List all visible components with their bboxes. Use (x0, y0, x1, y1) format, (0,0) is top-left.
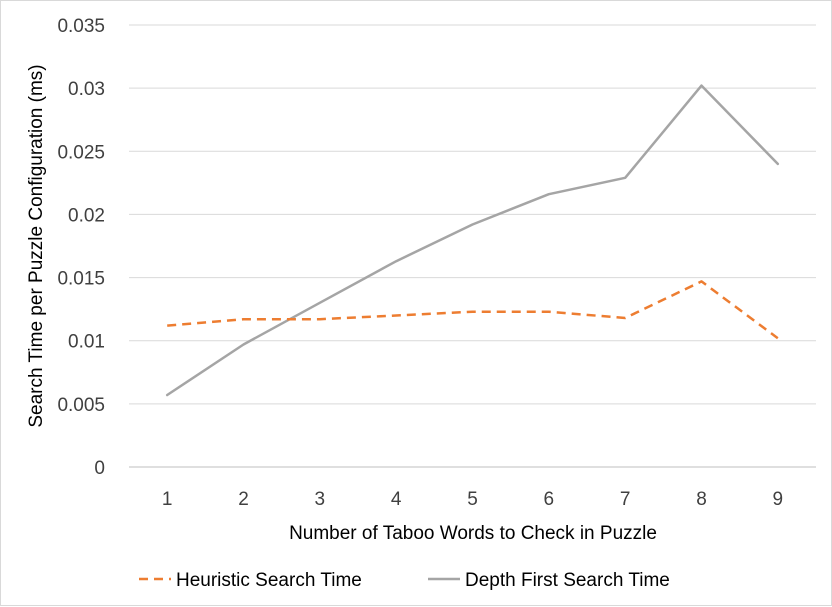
series-line-heuristic (167, 280, 779, 340)
legend-label-depth-first: Depth First Search Time (465, 570, 670, 591)
legend-label-heuristic: Heuristic Search Time (176, 570, 362, 591)
x-tick-label: 9 (773, 489, 784, 510)
data-point-heuristic (700, 280, 702, 282)
data-point-heuristic (471, 310, 473, 312)
y-axis-title: Search Time per Puzzle Configuration (ms… (26, 64, 47, 427)
data-point-heuristic (395, 314, 397, 316)
data-point-depth-first (319, 302, 321, 304)
x-tick-label: 3 (315, 489, 326, 510)
data-point-heuristic (319, 318, 321, 320)
y-tick-label: 0.005 (57, 395, 105, 416)
y-tick-label: 0.015 (57, 269, 105, 290)
data-point-depth-first (395, 260, 397, 262)
x-tick-label: 7 (620, 489, 631, 510)
data-point-depth-first (242, 343, 244, 345)
y-tick-label: 0.025 (57, 142, 105, 163)
data-point-heuristic (242, 318, 244, 320)
data-point-heuristic (548, 310, 550, 312)
series-lines (165, 84, 780, 397)
y-tick-label: 0 (94, 458, 105, 479)
x-axis-title: Number of Taboo Words to Check in Puzzle (289, 523, 657, 544)
gridlines (129, 24, 816, 468)
x-tick-label: 4 (391, 489, 402, 510)
series-line-depth-first (165, 84, 780, 397)
y-axis-ticks: 0 0.005 0.01 0.015 0.02 0.025 0.03 0.035 (57, 16, 105, 479)
data-point-depth-first (624, 177, 626, 179)
x-tick-label: 1 (162, 489, 173, 510)
data-point-depth-first (700, 84, 702, 86)
data-point-depth-first (471, 223, 473, 225)
data-point-depth-first (777, 163, 779, 165)
y-tick-label: 0.02 (68, 205, 105, 226)
x-tick-label: 8 (696, 489, 707, 510)
data-point-depth-first (166, 394, 168, 396)
legend: Heuristic Search Time Depth First Search… (139, 570, 670, 591)
y-tick-label: 0.03 (68, 79, 105, 100)
x-axis-ticks: 1 2 3 4 5 6 7 8 9 (162, 489, 783, 510)
y-tick-label: 0.01 (68, 332, 105, 353)
x-tick-label: 2 (238, 489, 249, 510)
data-point-heuristic (777, 337, 779, 339)
data-point-heuristic (624, 317, 626, 319)
x-tick-label: 6 (544, 489, 555, 510)
data-point-heuristic (166, 324, 168, 326)
data-point-depth-first (548, 193, 550, 195)
x-tick-label: 5 (467, 489, 478, 510)
y-tick-label: 0.035 (57, 16, 105, 37)
